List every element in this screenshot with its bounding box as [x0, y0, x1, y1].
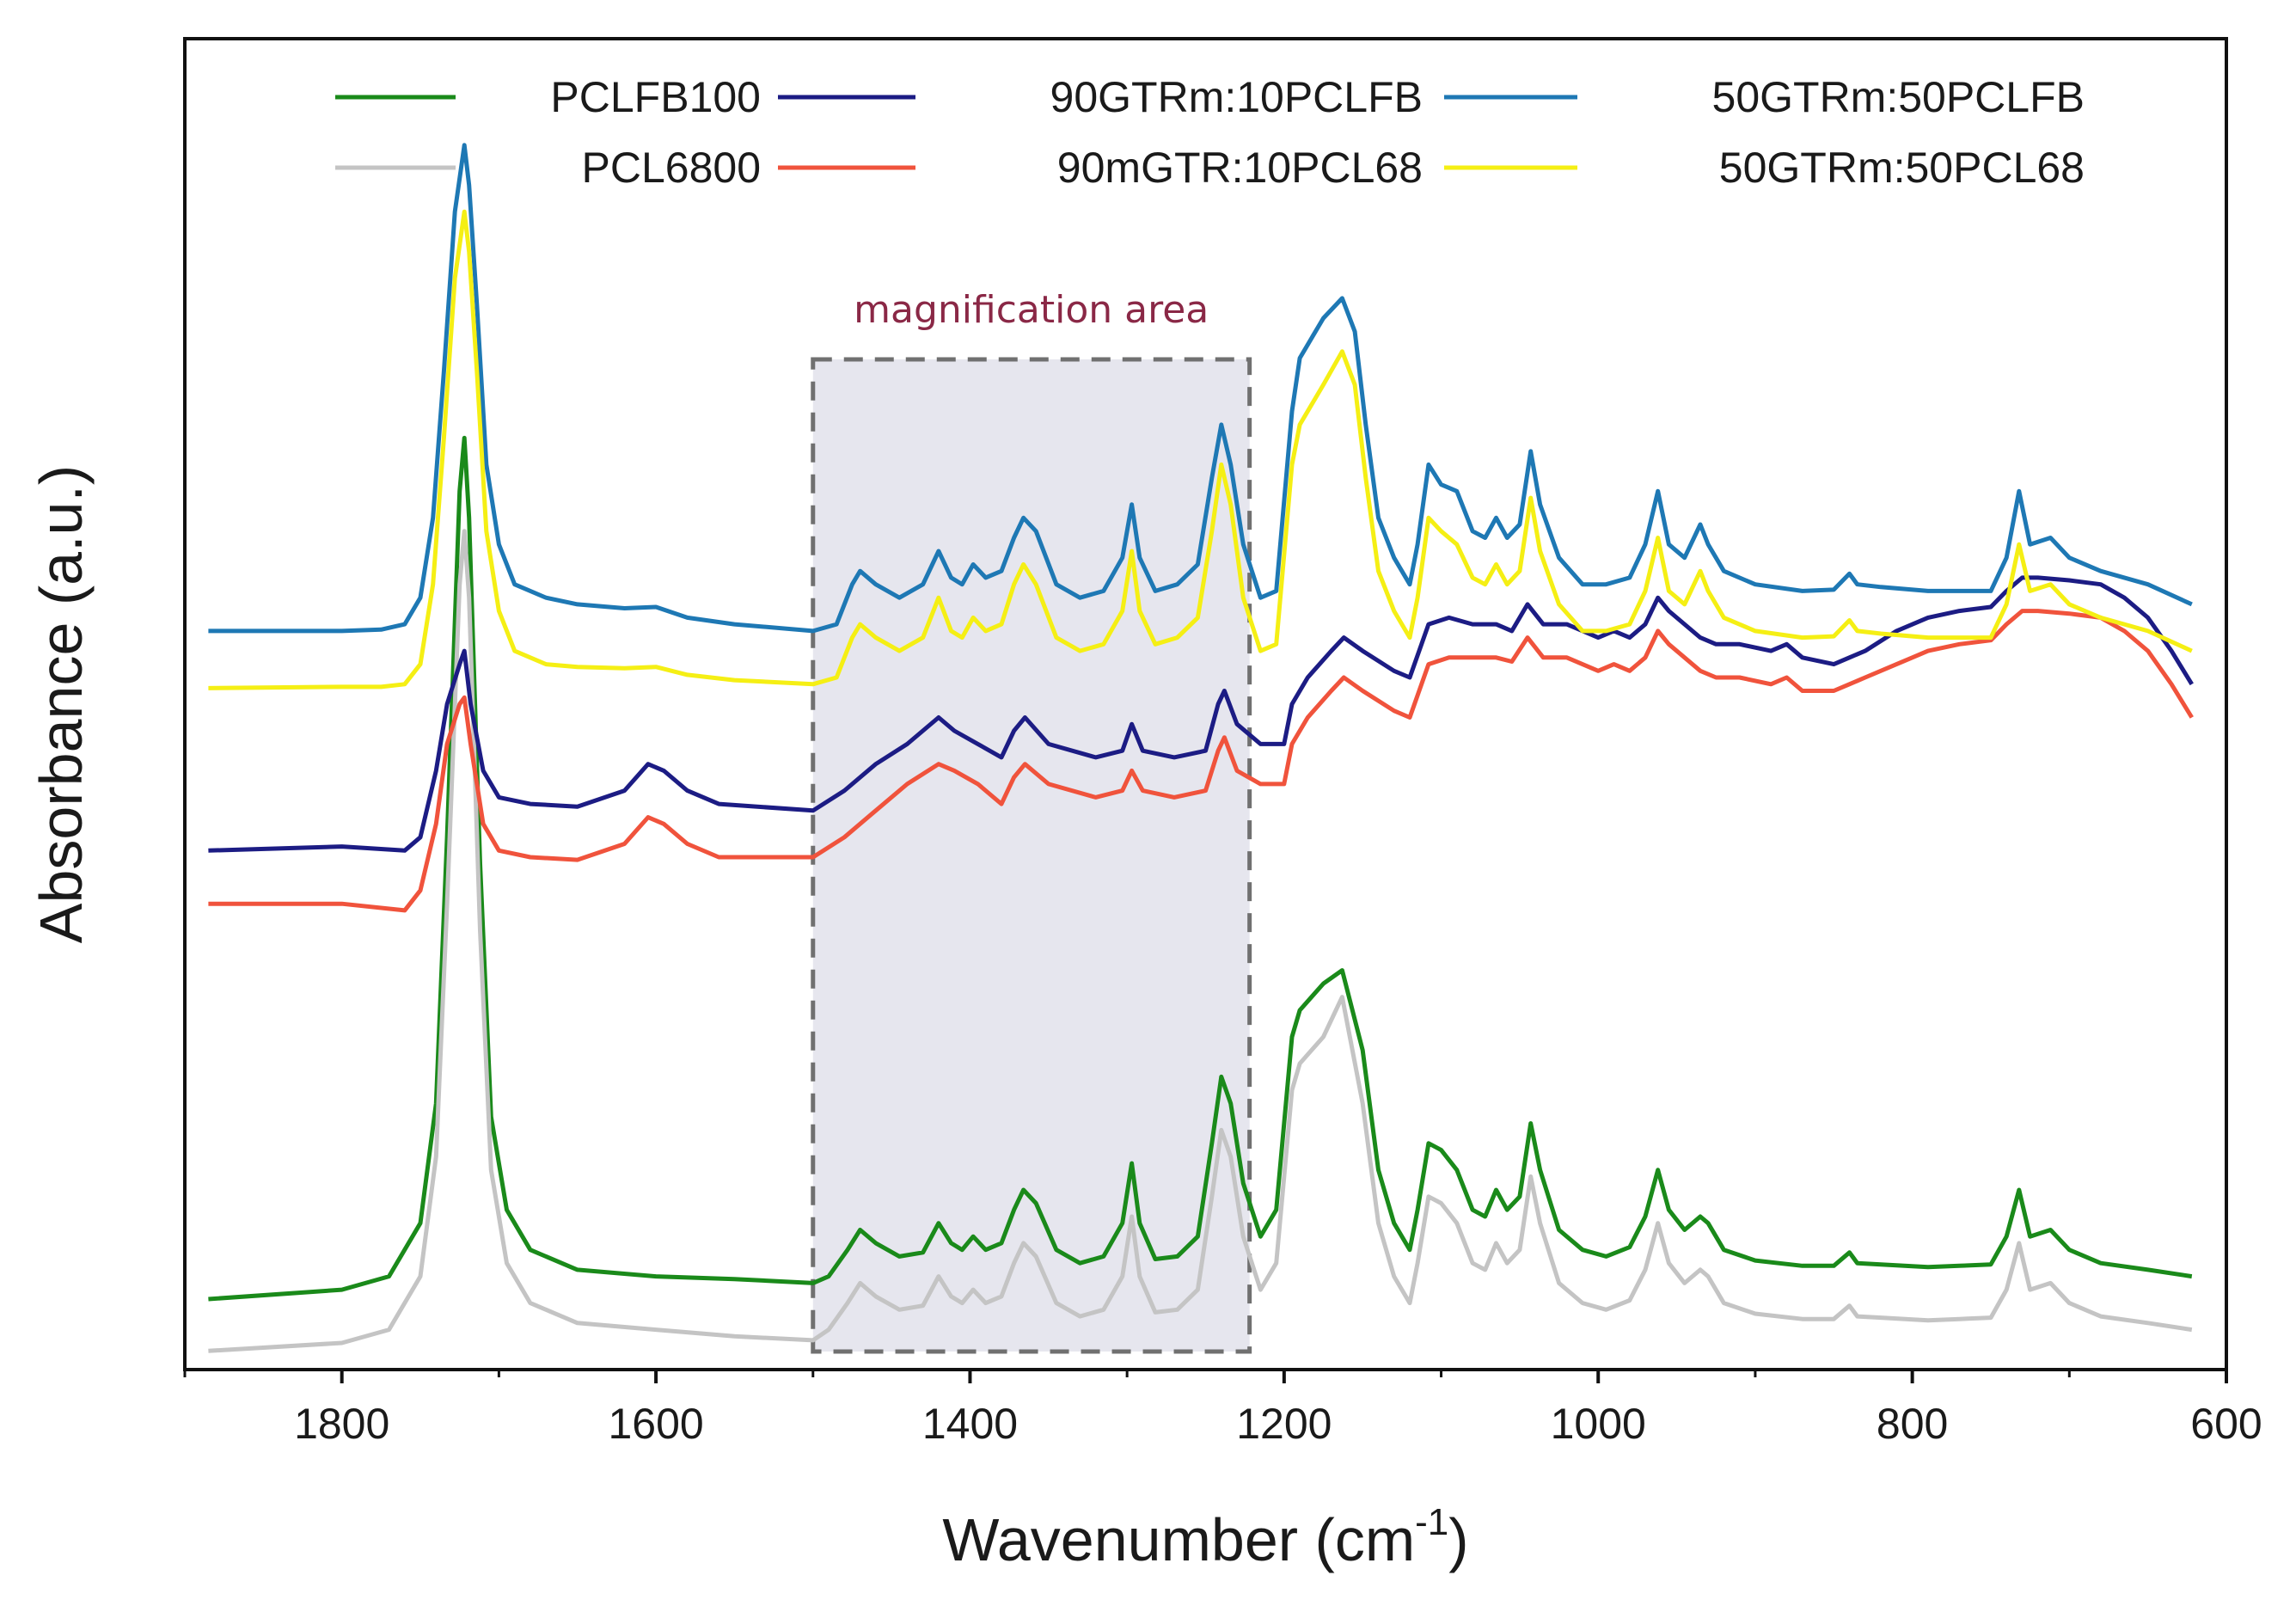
plot-frame	[183, 37, 2228, 1371]
series-line-90gtrm-10pclfb	[208, 575, 2194, 853]
x-axis-label-superscript: -1	[1415, 1501, 1448, 1543]
series-line-90mgtr-10pcl68	[208, 609, 2194, 913]
series-line-50gtrm-50pclfb	[208, 143, 2193, 634]
series-group	[208, 143, 2194, 1353]
legend: PCLFB100 90GTRm:10PCLFB 50GTRm:50PCLFB PCL6…	[335, 73, 2085, 192]
series-line-pclfb100	[208, 435, 2193, 1302]
y-axis-label: Absorbance (a.u.)	[28, 465, 95, 943]
legend-label: 90GTRm:10PCLFB	[1050, 73, 1423, 121]
magnification-area-label: magnification area	[854, 288, 1209, 332]
x-tick-label: 1200	[1236, 1400, 1332, 1448]
x-tick-label: 800	[1877, 1400, 1948, 1448]
x-tick-label: 1000	[1551, 1400, 1646, 1448]
x-tick-label: 600	[2190, 1400, 2262, 1448]
legend-label: 50GTRm:50PCL68	[1719, 144, 2085, 192]
x-axis-label: Wavenumber (cm-1)	[942, 1501, 1468, 1573]
x-tick-label: 1400	[922, 1400, 1018, 1448]
legend-label: PCLFB100	[550, 73, 761, 121]
magnification-area-box	[811, 357, 1252, 1354]
x-axis-ticks: 1800 1600 1400 1200 1000 800 600	[183, 1370, 2262, 1448]
legend-label: 90mGTR:10PCL68	[1057, 144, 1423, 192]
x-axis-label-end: )	[1448, 1506, 1468, 1573]
legend-label: PCL6800	[582, 144, 762, 192]
x-tick-label: 1600	[608, 1400, 703, 1448]
series-line-50gtrm-50pcl68	[208, 209, 2193, 690]
series-line-pcl6800	[208, 529, 2193, 1353]
x-axis-label-main: Wavenumber (cm	[942, 1506, 1415, 1573]
x-tick-label: 1800	[294, 1400, 389, 1448]
legend-label: 50GTRm:50PCLFB	[1712, 73, 2085, 121]
